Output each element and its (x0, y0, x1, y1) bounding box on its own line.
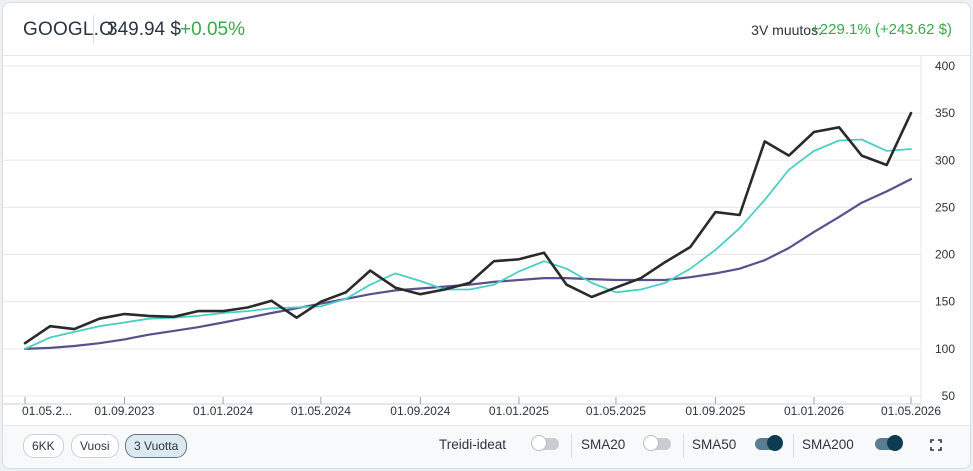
toggle-knob (643, 435, 659, 451)
sma200-toggle[interactable] (875, 435, 903, 451)
sma20-toggle[interactable] (643, 435, 671, 451)
header-divider (93, 15, 94, 43)
sma50-toggle[interactable] (755, 435, 783, 451)
period-year-button[interactable]: Vuosi (71, 434, 119, 458)
controls-divider (793, 434, 794, 458)
price-line (23, 111, 913, 345)
trade-ideas-toggle[interactable] (531, 435, 559, 451)
y-tick-label: 100 (935, 342, 955, 356)
price-chart[interactable]: 01.05.2... 01.09.2023 01.01.2024 01.05.2024… (3, 56, 970, 424)
range-change-label: 3V muutos: (751, 22, 822, 38)
ticker-symbol: GOOGL.O (23, 19, 115, 40)
x-tick-label: 01.05.2024 (291, 404, 351, 418)
sma200-line (23, 177, 913, 350)
y-tick-label: 300 (935, 153, 955, 167)
daily-change: +0.05% (180, 19, 245, 40)
x-tick-label: 01.01.2024 (193, 404, 253, 418)
x-tick-label: 01.05.2025 (586, 404, 646, 418)
toggle-knob (887, 435, 903, 451)
chart-controls: 6KK Vuosi 3 Vuotta Treidi-ideat SMA20 SM… (3, 425, 970, 468)
x-axis: 01.05.2... 01.09.2023 01.01.2024 01.05.2024… (22, 397, 941, 418)
x-tick-label: 01.01.2026 (784, 404, 844, 418)
x-tick-label: 01.05.2... (22, 404, 72, 418)
y-axis: 400 350 300 250 200 150 100 50 (935, 59, 955, 403)
y-tick-label: 350 (935, 106, 955, 120)
y-tick-label: 400 (935, 59, 955, 73)
toggle-knob (531, 435, 547, 451)
y-tick-label: 200 (935, 248, 955, 262)
chart-series (23, 111, 913, 350)
range-change-value: +229.1% (+243.62 $) (811, 21, 952, 38)
x-tick-label: 01.09.2023 (94, 404, 154, 418)
trade-ideas-label: Treidi-ideat (439, 437, 507, 452)
x-tick-label: 01.05.2026 (881, 404, 941, 418)
x-tick-label: 01.09.2024 (390, 404, 450, 418)
x-tick-label: 01.09.2025 (685, 404, 745, 418)
toggle-knob (767, 435, 783, 451)
y-tick-label: 150 (935, 295, 955, 309)
chart-grid (3, 56, 922, 405)
y-tick-label: 50 (942, 389, 956, 403)
sma50-label: SMA50 (692, 437, 737, 452)
x-tick-label: 01.01.2025 (489, 404, 549, 418)
sma200-label: SMA200 (802, 437, 854, 452)
controls-divider (571, 434, 572, 458)
chart-header: GOOGL.O 349.94 $ +0.05% 3V muutos: +229.… (3, 3, 970, 56)
period-6kk-button[interactable]: 6KK (23, 434, 64, 458)
fullscreen-icon[interactable] (930, 439, 942, 454)
controls-divider (683, 434, 684, 458)
y-tick-label: 250 (935, 200, 955, 214)
period-3-years-button[interactable]: 3 Vuotta (125, 434, 188, 458)
current-price: 349.94 $ (107, 19, 181, 40)
sma20-label: SMA20 (581, 437, 626, 452)
